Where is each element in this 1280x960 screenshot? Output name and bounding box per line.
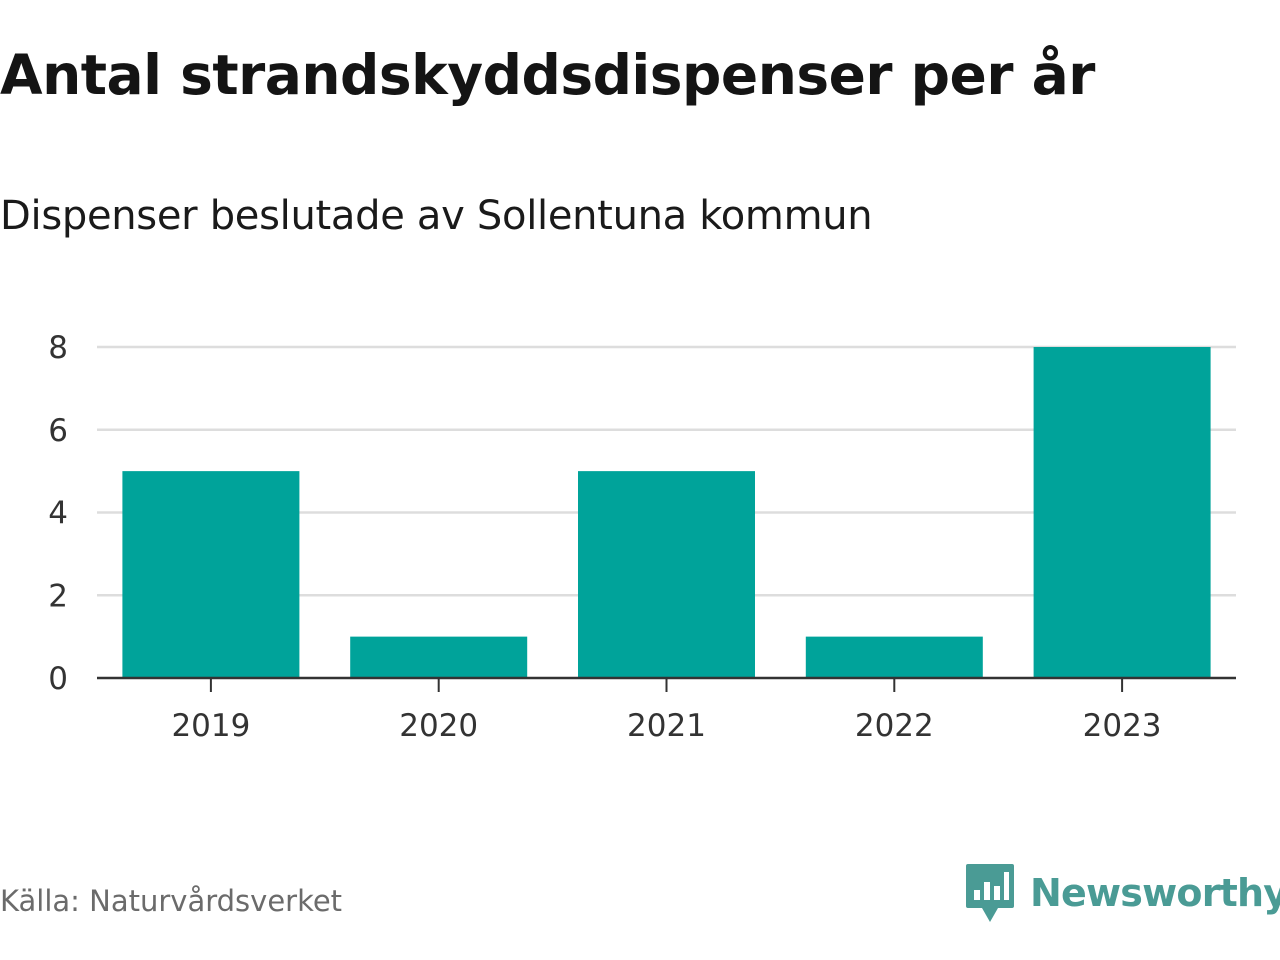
newsworthy-logo-icon <box>966 864 1014 922</box>
bar-2019 <box>122 471 300 678</box>
bar-2023 <box>1033 347 1211 678</box>
y-tick-label: 0 <box>48 661 68 697</box>
x-tick-label: 2023 <box>1083 708 1162 744</box>
bars <box>122 347 1211 678</box>
axes <box>97 676 1236 692</box>
source-note: Källa: Naturvårdsverket <box>0 884 343 918</box>
tick-labels: 0 2 4 6 8 2019 2020 2021 2022 2023 <box>48 330 1161 744</box>
y-tick-label: 8 <box>48 330 68 366</box>
y-tick-label: 6 <box>48 413 68 449</box>
x-tick-label: 2020 <box>399 708 478 744</box>
brand-logo: Newsworthy <box>964 862 1280 924</box>
y-tick-label: 4 <box>48 496 68 532</box>
x-tick-label: 2022 <box>855 708 934 744</box>
chart-subtitle: Dispenser beslutade av Sollentuna kommun <box>0 193 873 239</box>
bar-chart: 0 2 4 6 8 2019 2020 2021 2022 2023 <box>48 330 1236 744</box>
x-tick-label: 2021 <box>627 708 706 744</box>
y-tick-label: 2 <box>48 578 68 614</box>
bar-2020 <box>350 636 528 678</box>
x-tick-label: 2019 <box>171 708 250 744</box>
bar-2022 <box>805 636 983 678</box>
brand-name: Newsworthy <box>1030 871 1280 915</box>
bar-2021 <box>578 471 755 678</box>
chart-title: Antal strandskyddsdispenser per år <box>0 43 1095 107</box>
